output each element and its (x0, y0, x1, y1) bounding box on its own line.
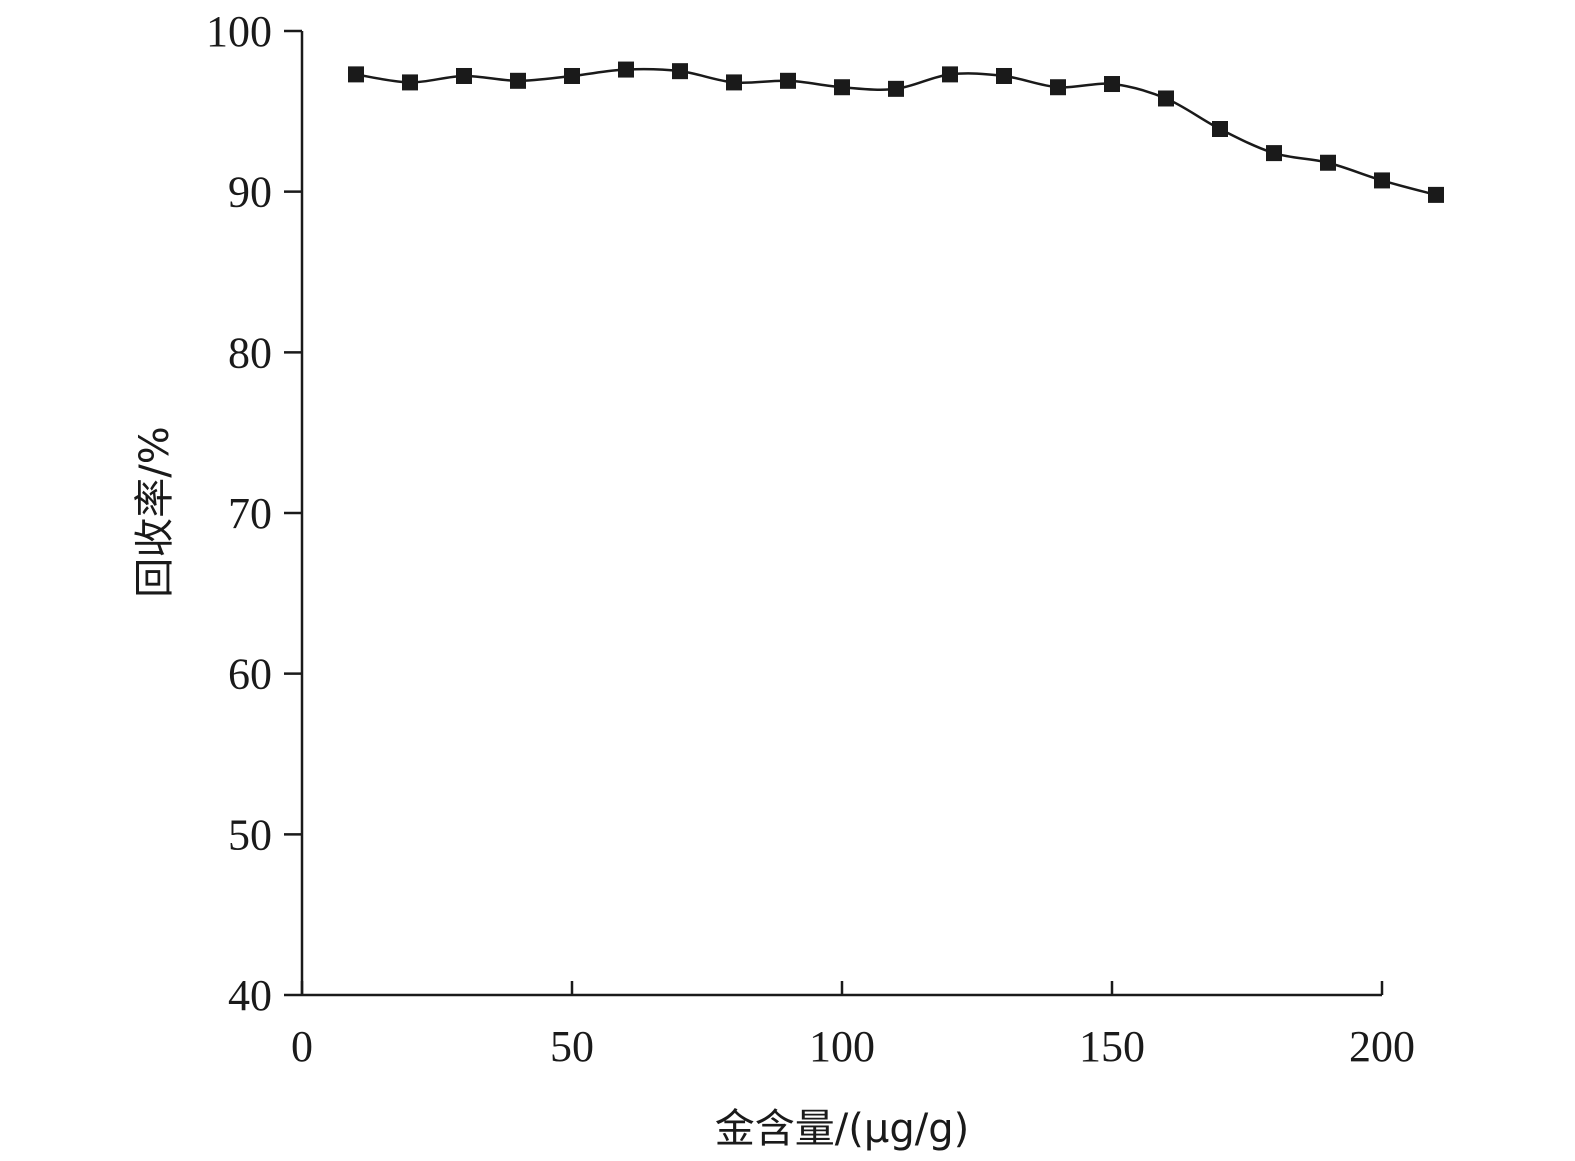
y-tick-label: 70 (228, 489, 272, 538)
y-tick-label: 90 (228, 168, 272, 217)
data-points (348, 61, 1444, 203)
data-point (456, 67, 472, 84)
x-tick-label: 150 (1079, 1022, 1145, 1071)
data-point (402, 74, 418, 91)
data-point (726, 74, 742, 91)
data-point (1050, 79, 1066, 96)
y-tick-label: 80 (228, 328, 272, 377)
data-point (1320, 154, 1336, 171)
x-tick-label: 100 (809, 1022, 875, 1071)
y-tick-label: 100 (206, 7, 272, 56)
data-point (1266, 145, 1282, 162)
x-axis-title: 金含量/(μg/g) (715, 1106, 969, 1152)
x-ticks: 0 50 100 150 200 (291, 981, 1415, 1071)
data-point (834, 79, 850, 96)
data-point (618, 61, 634, 78)
x-tick-label: 200 (1349, 1022, 1415, 1071)
data-point (1158, 90, 1174, 107)
y-tick-label: 60 (228, 650, 272, 699)
data-point (1374, 172, 1390, 189)
y-tick-label: 50 (228, 810, 272, 859)
axes (300, 31, 1382, 997)
data-point (1212, 121, 1228, 138)
y-ticks: 40 50 60 70 80 90 100 (206, 7, 302, 1020)
data-point (996, 67, 1012, 84)
y-tick-label: 40 (228, 971, 272, 1020)
y-axis-title: 回收率/% (132, 426, 178, 597)
data-point (780, 72, 796, 89)
data-point (672, 63, 688, 80)
data-point (348, 66, 364, 83)
x-tick-label: 0 (291, 1022, 313, 1071)
data-point (888, 80, 904, 97)
data-point (1104, 76, 1120, 93)
data-point (1428, 186, 1444, 203)
x-tick-label: 50 (550, 1022, 594, 1071)
data-point (564, 67, 580, 84)
data-point (942, 66, 958, 83)
data-point (510, 72, 526, 89)
